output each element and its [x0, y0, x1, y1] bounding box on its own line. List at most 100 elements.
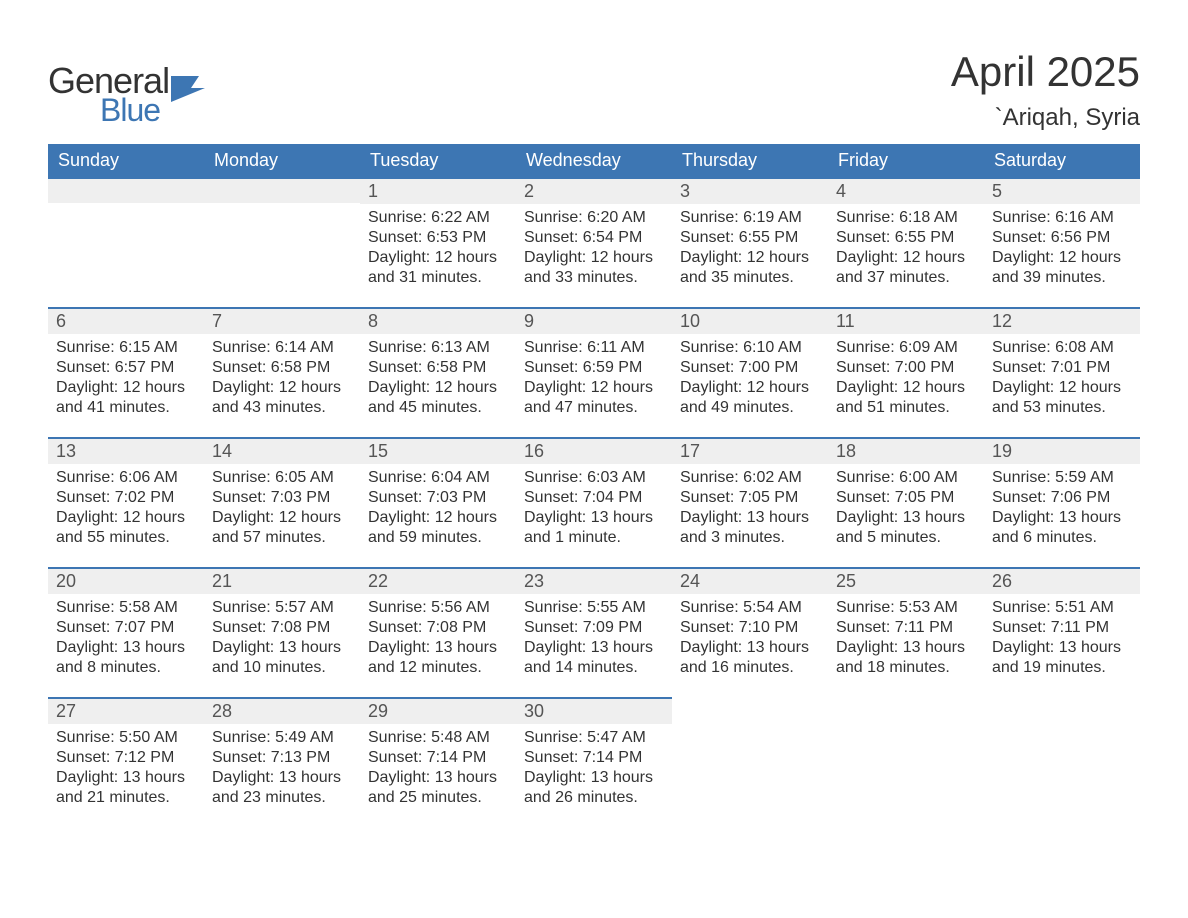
day-line: Daylight: 12 hours and 31 minutes.: [368, 248, 508, 288]
calendar-table: Sunday Monday Tuesday Wednesday Thursday…: [48, 144, 1140, 827]
day-line: Sunset: 7:04 PM: [524, 488, 664, 508]
day-number: 27: [48, 697, 204, 724]
day-body: Sunrise: 6:02 AMSunset: 7:05 PMDaylight:…: [672, 464, 828, 556]
day-number: 10: [672, 307, 828, 334]
day-body: [204, 203, 360, 215]
day-line: Sunset: 7:08 PM: [212, 618, 352, 638]
calendar-cell: 20Sunrise: 5:58 AMSunset: 7:07 PMDayligh…: [48, 567, 204, 697]
day-line: Daylight: 13 hours and 10 minutes.: [212, 638, 352, 678]
day-line: Daylight: 13 hours and 5 minutes.: [836, 508, 976, 548]
calendar-cell: [48, 177, 204, 307]
day-number: 14: [204, 437, 360, 464]
day-line: Sunrise: 5:50 AM: [56, 728, 196, 748]
day-line: Sunset: 7:05 PM: [836, 488, 976, 508]
day-line: Sunset: 7:01 PM: [992, 358, 1132, 378]
day-number: [204, 177, 360, 203]
day-line: Sunrise: 5:53 AM: [836, 598, 976, 618]
day-line: Sunrise: 6:02 AM: [680, 468, 820, 488]
day-body: Sunrise: 6:03 AMSunset: 7:04 PMDaylight:…: [516, 464, 672, 556]
calendar-row: 13Sunrise: 6:06 AMSunset: 7:02 PMDayligh…: [48, 437, 1140, 567]
day-number: 13: [48, 437, 204, 464]
day-line: Daylight: 13 hours and 3 minutes.: [680, 508, 820, 548]
calendar-cell: 2Sunrise: 6:20 AMSunset: 6:54 PMDaylight…: [516, 177, 672, 307]
day-number: 4: [828, 177, 984, 204]
day-line: Sunrise: 6:08 AM: [992, 338, 1132, 358]
day-body: Sunrise: 5:47 AMSunset: 7:14 PMDaylight:…: [516, 724, 672, 816]
calendar-cell: 29Sunrise: 5:48 AMSunset: 7:14 PMDayligh…: [360, 697, 516, 827]
day-line: Daylight: 12 hours and 41 minutes.: [56, 378, 196, 418]
day-line: Daylight: 12 hours and 59 minutes.: [368, 508, 508, 548]
day-number: 22: [360, 567, 516, 594]
day-line: Daylight: 12 hours and 57 minutes.: [212, 508, 352, 548]
calendar-cell: 21Sunrise: 5:57 AMSunset: 7:08 PMDayligh…: [204, 567, 360, 697]
day-number: 28: [204, 697, 360, 724]
day-line: Daylight: 13 hours and 25 minutes.: [368, 768, 508, 808]
day-line: Sunrise: 5:54 AM: [680, 598, 820, 618]
weekday-header: Thursday: [672, 144, 828, 177]
day-line: Daylight: 12 hours and 35 minutes.: [680, 248, 820, 288]
calendar-cell: [672, 697, 828, 827]
day-body: Sunrise: 5:50 AMSunset: 7:12 PMDaylight:…: [48, 724, 204, 816]
day-line: Daylight: 12 hours and 49 minutes.: [680, 378, 820, 418]
day-line: Sunrise: 6:09 AM: [836, 338, 976, 358]
day-body: Sunrise: 5:54 AMSunset: 7:10 PMDaylight:…: [672, 594, 828, 686]
day-line: Daylight: 13 hours and 23 minutes.: [212, 768, 352, 808]
day-line: Sunset: 7:10 PM: [680, 618, 820, 638]
day-number: 20: [48, 567, 204, 594]
day-line: Sunrise: 5:57 AM: [212, 598, 352, 618]
day-body: Sunrise: 6:22 AMSunset: 6:53 PMDaylight:…: [360, 204, 516, 296]
day-line: Sunrise: 6:18 AM: [836, 208, 976, 228]
day-line: Sunset: 6:56 PM: [992, 228, 1132, 248]
day-body: Sunrise: 6:15 AMSunset: 6:57 PMDaylight:…: [48, 334, 204, 426]
day-line: Daylight: 12 hours and 51 minutes.: [836, 378, 976, 418]
calendar-cell: 11Sunrise: 6:09 AMSunset: 7:00 PMDayligh…: [828, 307, 984, 437]
calendar-cell: 19Sunrise: 5:59 AMSunset: 7:06 PMDayligh…: [984, 437, 1140, 567]
calendar-cell: 4 Sunrise: 6:18 AMSunset: 6:55 PMDaylight…: [828, 177, 984, 307]
day-line: Daylight: 12 hours and 55 minutes.: [56, 508, 196, 548]
day-line: Sunrise: 6:04 AM: [368, 468, 508, 488]
day-line: Sunrise: 6:03 AM: [524, 468, 664, 488]
calendar-cell: 28Sunrise: 5:49 AMSunset: 7:13 PMDayligh…: [204, 697, 360, 827]
calendar-cell: 1Sunrise: 6:22 AMSunset: 6:53 PMDaylight…: [360, 177, 516, 307]
day-line: Daylight: 12 hours and 33 minutes.: [524, 248, 664, 288]
day-body: Sunrise: 5:57 AMSunset: 7:08 PMDaylight:…: [204, 594, 360, 686]
title-block: April 2025 `Ariqah, Syria: [951, 48, 1140, 132]
day-number: [48, 177, 204, 203]
day-number: 12: [984, 307, 1140, 334]
day-line: Sunrise: 5:51 AM: [992, 598, 1132, 618]
calendar-cell: 24Sunrise: 5:54 AMSunset: 7:10 PMDayligh…: [672, 567, 828, 697]
day-line: Sunset: 6:54 PM: [524, 228, 664, 248]
day-line: Sunrise: 5:48 AM: [368, 728, 508, 748]
day-number: 6: [48, 307, 204, 334]
day-number: 26: [984, 567, 1140, 594]
calendar-cell: 7Sunrise: 6:14 AMSunset: 6:58 PMDaylight…: [204, 307, 360, 437]
day-line: Sunset: 6:55 PM: [836, 228, 976, 248]
weekday-header: Tuesday: [360, 144, 516, 177]
calendar-cell: 18Sunrise: 6:00 AMSunset: 7:05 PMDayligh…: [828, 437, 984, 567]
day-line: Daylight: 12 hours and 37 minutes.: [836, 248, 976, 288]
day-body: Sunrise: 6:00 AMSunset: 7:05 PMDaylight:…: [828, 464, 984, 556]
weekday-header: Friday: [828, 144, 984, 177]
day-line: Daylight: 13 hours and 14 minutes.: [524, 638, 664, 678]
day-line: Daylight: 12 hours and 43 minutes.: [212, 378, 352, 418]
day-body: Sunrise: 6:10 AMSunset: 7:00 PMDaylight:…: [672, 334, 828, 426]
day-number: 3: [672, 177, 828, 204]
day-line: Sunset: 7:08 PM: [368, 618, 508, 638]
page-title: April 2025: [951, 48, 1140, 96]
day-body: Sunrise: 5:48 AMSunset: 7:14 PMDaylight:…: [360, 724, 516, 816]
day-number: 23: [516, 567, 672, 594]
calendar-cell: 3Sunrise: 6:19 AMSunset: 6:55 PMDaylight…: [672, 177, 828, 307]
day-line: Sunset: 7:11 PM: [836, 618, 976, 638]
day-line: Daylight: 12 hours and 47 minutes.: [524, 378, 664, 418]
day-number: 17: [672, 437, 828, 464]
calendar-cell: 13Sunrise: 6:06 AMSunset: 7:02 PMDayligh…: [48, 437, 204, 567]
calendar-cell: 15Sunrise: 6:04 AMSunset: 7:03 PMDayligh…: [360, 437, 516, 567]
day-line: Sunset: 6:58 PM: [368, 358, 508, 378]
day-line: Sunrise: 5:56 AM: [368, 598, 508, 618]
header-bar: General Blue April 2025 `Ariqah, Syria: [48, 48, 1140, 132]
calendar-cell: 8Sunrise: 6:13 AMSunset: 6:58 PMDaylight…: [360, 307, 516, 437]
day-body: Sunrise: 6:11 AMSunset: 6:59 PMDaylight:…: [516, 334, 672, 426]
day-line: Sunset: 6:55 PM: [680, 228, 820, 248]
day-number: 18: [828, 437, 984, 464]
day-number: 29: [360, 697, 516, 724]
